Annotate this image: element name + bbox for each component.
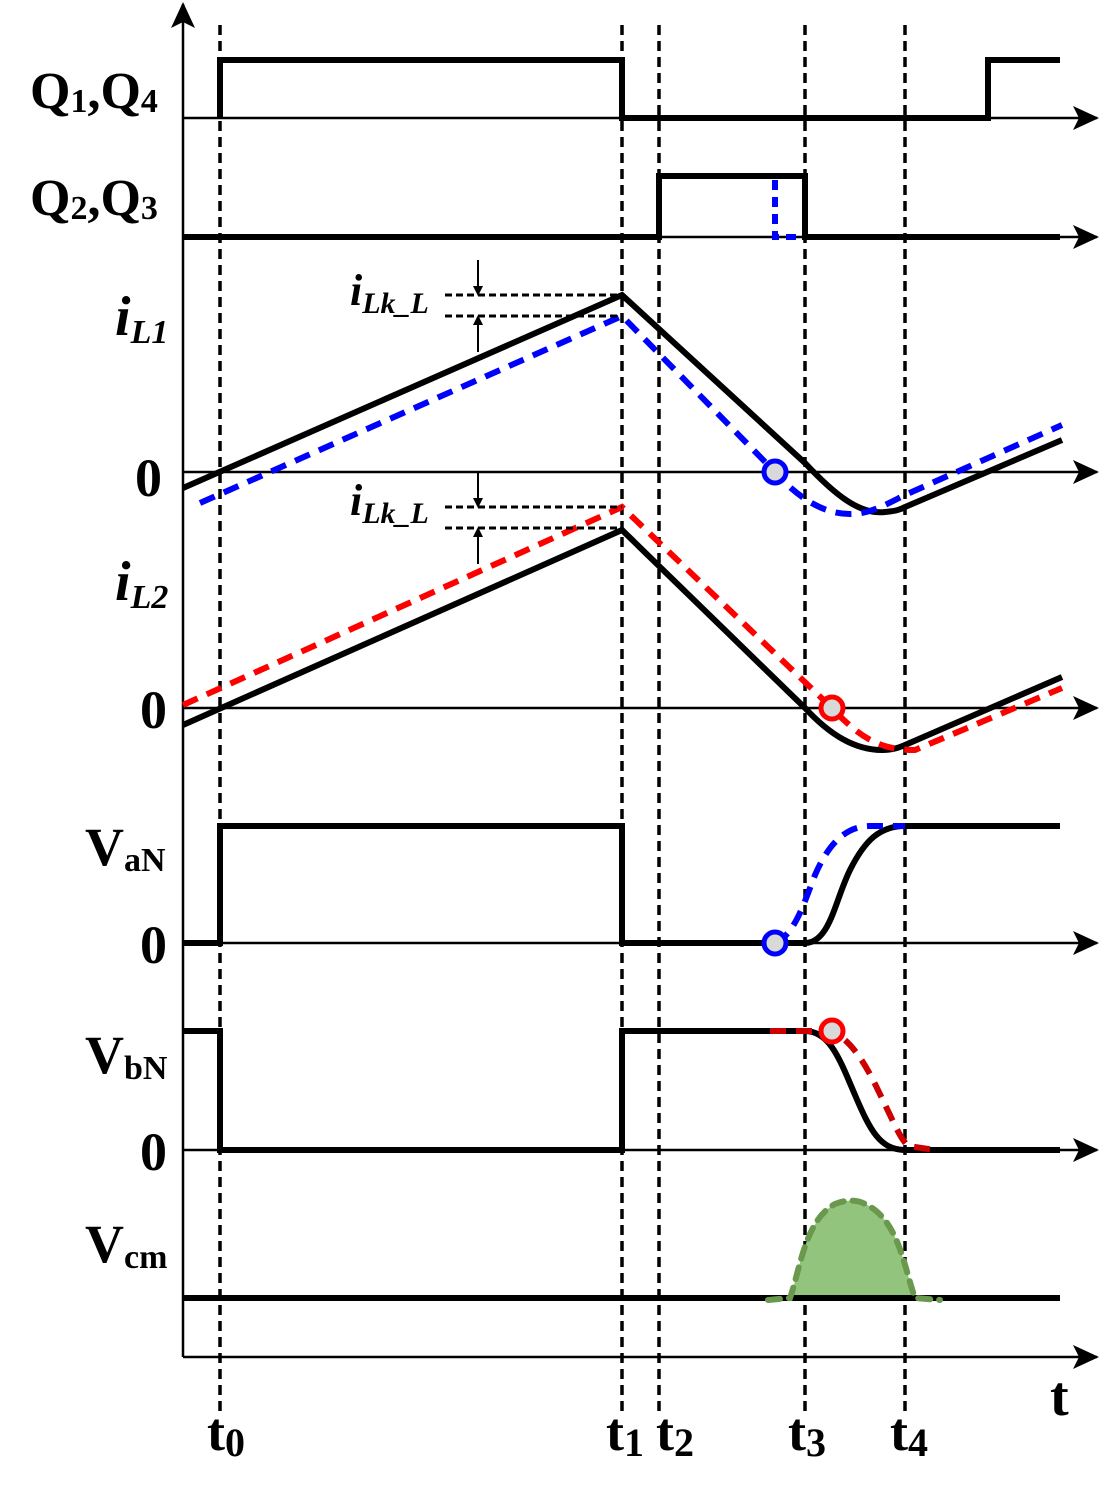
vbn-red-waveform [770, 1028, 936, 1153]
annotation-ilk-1: iLk_L [350, 266, 429, 320]
label-il2: iL2 [115, 551, 168, 616]
ilk-annotation-1 [445, 260, 622, 352]
il2-red-marker [818, 694, 846, 722]
zero-label-van: 0 [140, 915, 167, 975]
il1-black-waveform [181, 291, 1064, 516]
q23-waveform [183, 173, 1060, 240]
time-axis-label: t [1050, 1366, 1069, 1428]
label-van: VaN [85, 817, 166, 879]
time-label-t4: t4 [890, 1402, 928, 1465]
van-black-waveform [183, 823, 1060, 946]
label-vbn: VbN [85, 1025, 168, 1087]
label-q23: Q2,Q3 [30, 170, 158, 227]
il2-black-waveform [181, 526, 1064, 754]
ilk-annotation-2 [445, 472, 622, 564]
time-label-t1: t1 [606, 1402, 644, 1465]
annotation-ilk-2: iLk_L [350, 476, 429, 530]
q14-waveform [217, 57, 1060, 121]
zero-label-il1: 0 [135, 448, 162, 508]
il2-red-waveform [181, 503, 1064, 754]
vcm-dashed-outline [765, 1197, 943, 1303]
zero-label-vbn: 0 [140, 1122, 167, 1182]
label-il1: iL1 [115, 286, 168, 351]
van-blue-marker [761, 929, 789, 957]
time-label-t3: t3 [788, 1402, 826, 1465]
vbn-red-marker [818, 1017, 846, 1045]
signal-axes [183, 106, 1099, 1369]
time-markers [218, 25, 907, 1412]
label-vcm: Vcm [85, 1214, 167, 1276]
il1-blue-marker [761, 458, 789, 486]
vcm-hump [790, 1200, 915, 1298]
zero-label-il2: 0 [140, 680, 167, 740]
label-q14: Q1,Q4 [30, 63, 158, 120]
vbn-black-waveform [183, 1028, 1060, 1153]
time-label-t2: t2 [656, 1402, 694, 1465]
time-label-t0: t0 [207, 1402, 245, 1465]
il1-blue-waveform [198, 312, 1064, 518]
q23-blue-waveform [772, 180, 803, 240]
van-blue-waveform [773, 823, 905, 946]
